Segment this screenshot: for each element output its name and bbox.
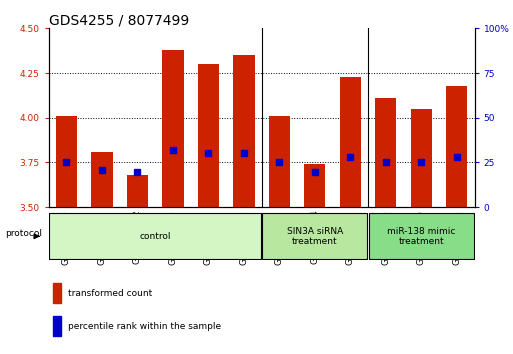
Bar [198, 64, 219, 207]
Text: control: control [140, 232, 171, 241]
Bar [233, 55, 254, 207]
FancyBboxPatch shape [49, 213, 261, 259]
Bar [56, 116, 77, 207]
Bar [446, 86, 467, 207]
Text: protocol: protocol [5, 229, 42, 238]
Bar [53, 316, 61, 336]
Text: SIN3A siRNA
treatment: SIN3A siRNA treatment [287, 227, 343, 246]
Bar [304, 164, 325, 207]
Bar [162, 50, 184, 207]
Bar [269, 116, 290, 207]
Text: transformed count: transformed count [68, 289, 152, 298]
Text: percentile rank within the sample: percentile rank within the sample [68, 322, 221, 331]
Bar [127, 175, 148, 207]
Text: GDS4255 / 8077499: GDS4255 / 8077499 [49, 13, 189, 27]
FancyBboxPatch shape [262, 213, 367, 259]
FancyBboxPatch shape [369, 213, 474, 259]
Bar [375, 98, 397, 207]
Bar [91, 152, 112, 207]
Bar [53, 283, 61, 303]
Bar [340, 76, 361, 207]
Text: miR-138 mimic
treatment: miR-138 mimic treatment [387, 227, 456, 246]
Bar [410, 109, 432, 207]
